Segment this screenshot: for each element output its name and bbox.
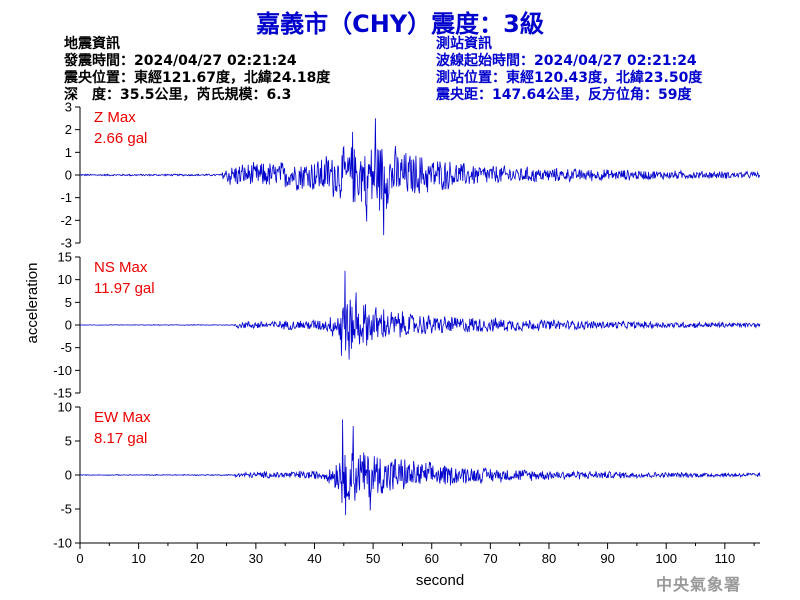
x-tick-label: 20 <box>190 551 204 566</box>
max-value-ew: 8.17 gal <box>94 430 147 447</box>
x-tick-label: 110 <box>714 551 735 566</box>
waveform-trace-z <box>80 118 761 236</box>
waveform-trace-ns <box>79 270 761 360</box>
y-tick-label: 10 <box>58 272 72 287</box>
x-tick-label: 80 <box>542 551 556 566</box>
y-axis-title: acceleration <box>24 263 41 344</box>
y-tick-label: 0 <box>65 318 72 333</box>
y-tick-label: -3 <box>60 236 72 251</box>
y-tick-label: -2 <box>60 213 72 228</box>
y-tick-label: -5 <box>60 340 72 355</box>
max-label-ew: EW Max <box>94 409 151 426</box>
chart-title: 嘉義市（CHY）震度：3級 <box>256 10 544 38</box>
x-tick-label: 40 <box>307 551 321 566</box>
max-value-z: 2.66 gal <box>94 130 147 147</box>
y-tick-label: 5 <box>65 434 72 449</box>
y-tick-label: 2 <box>65 122 72 137</box>
y-tick-label: -15 <box>53 386 72 401</box>
agency-watermark: 中央氣象署 <box>656 575 742 594</box>
x-tick-label: 100 <box>655 551 677 566</box>
waveform-onset-time: 波線起始時間：2024/04/27 02:21:24 <box>436 53 697 69</box>
earthquake-info-heading: 地震資訊 <box>64 36 120 52</box>
earthquake-info: 地震資訊 發震時間：2024/04/27 02:21:24 震央位置：東經121… <box>64 36 330 104</box>
y-tick-label: 3 <box>65 100 72 115</box>
y-tick-label: 0 <box>65 468 72 483</box>
max-label-ns: NS Max <box>94 259 148 276</box>
max-value-ns: 11.97 gal <box>94 280 155 297</box>
station-info: 測站資訊 波線起始時間：2024/04/27 02:21:24 測站位置：東經1… <box>436 36 702 104</box>
y-tick-label: 15 <box>58 250 72 265</box>
y-tick-label: -1 <box>60 190 72 205</box>
epicenter-location: 震央位置：東經121.67度，北緯24.18度 <box>64 70 331 86</box>
x-tick-label: 10 <box>131 551 145 566</box>
y-tick-label: 1 <box>65 145 72 160</box>
x-tick-label: 50 <box>366 551 380 566</box>
y-tick-label: 5 <box>65 295 72 310</box>
depth-magnitude: 深 度：35.5公里，芮氏規模：6.3 <box>64 87 292 103</box>
y-tick-label: -10 <box>53 536 72 551</box>
x-tick-label: 70 <box>483 551 497 566</box>
max-label-z: Z Max <box>94 109 136 126</box>
waveform-traces <box>79 118 761 516</box>
station-location: 測站位置：東經120.43度，北緯23.50度 <box>436 70 703 86</box>
y-tick-label: -5 <box>60 502 72 517</box>
x-tick-label: 0 <box>76 551 83 566</box>
origin-time: 發震時間：2024/04/27 02:21:24 <box>64 53 297 69</box>
y-tick-label: 0 <box>65 168 72 183</box>
waveform-trace-ew <box>80 419 761 516</box>
x-axis-title: second <box>416 572 464 589</box>
x-tick-label: 90 <box>600 551 614 566</box>
panel-labels: Z Max 2.66 gal NS Max 11.97 gal EW Max 8.17 g… <box>94 109 155 447</box>
y-tick-label: 10 <box>58 400 72 415</box>
distance-azimuth: 震央距：147.64公里，反方位角：59度 <box>436 87 692 103</box>
y-tick-label: -10 <box>53 363 72 378</box>
x-tick-label: 30 <box>249 551 263 566</box>
station-info-heading: 測站資訊 <box>436 36 492 52</box>
x-tick-label: 60 <box>424 551 438 566</box>
